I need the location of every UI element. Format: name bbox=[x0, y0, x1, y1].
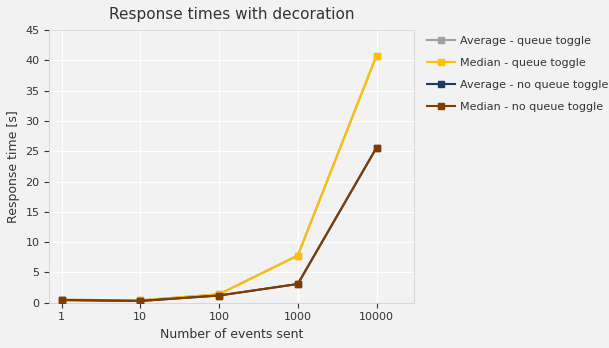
Average - no queue toggle bbox=[294, 282, 301, 286]
Median - no queue toggle bbox=[58, 298, 65, 302]
Median - queue toggle bbox=[216, 292, 223, 296]
Average - queue toggle bbox=[373, 54, 380, 58]
Median - queue toggle bbox=[294, 253, 301, 258]
Line: Median - no queue toggle: Median - no queue toggle bbox=[58, 145, 379, 304]
Median - queue toggle bbox=[136, 298, 144, 302]
Line: Average - no queue toggle: Average - no queue toggle bbox=[58, 145, 379, 304]
Median - no queue toggle bbox=[136, 299, 144, 303]
Median - no queue toggle bbox=[294, 282, 301, 286]
Average - no queue toggle bbox=[136, 299, 144, 303]
Average - no queue toggle bbox=[58, 298, 65, 302]
Median - no queue toggle bbox=[216, 293, 223, 298]
Median - queue toggle bbox=[373, 54, 380, 58]
Legend: Average - queue toggle, Median - queue toggle, Average - no queue toggle, Median: Average - queue toggle, Median - queue t… bbox=[427, 35, 608, 112]
Average - queue toggle bbox=[294, 253, 301, 258]
Average - queue toggle bbox=[216, 292, 223, 296]
Average - queue toggle bbox=[58, 298, 65, 302]
Y-axis label: Response time [s]: Response time [s] bbox=[7, 110, 20, 223]
Average - no queue toggle bbox=[373, 145, 380, 150]
Average - no queue toggle bbox=[216, 293, 223, 298]
X-axis label: Number of events sent: Number of events sent bbox=[160, 328, 303, 341]
Average - queue toggle bbox=[136, 298, 144, 302]
Line: Average - queue toggle: Average - queue toggle bbox=[58, 53, 379, 303]
Median - no queue toggle bbox=[373, 145, 380, 150]
Line: Median - queue toggle: Median - queue toggle bbox=[58, 53, 379, 303]
Median - queue toggle bbox=[58, 298, 65, 302]
Title: Response times with decoration: Response times with decoration bbox=[109, 7, 354, 22]
